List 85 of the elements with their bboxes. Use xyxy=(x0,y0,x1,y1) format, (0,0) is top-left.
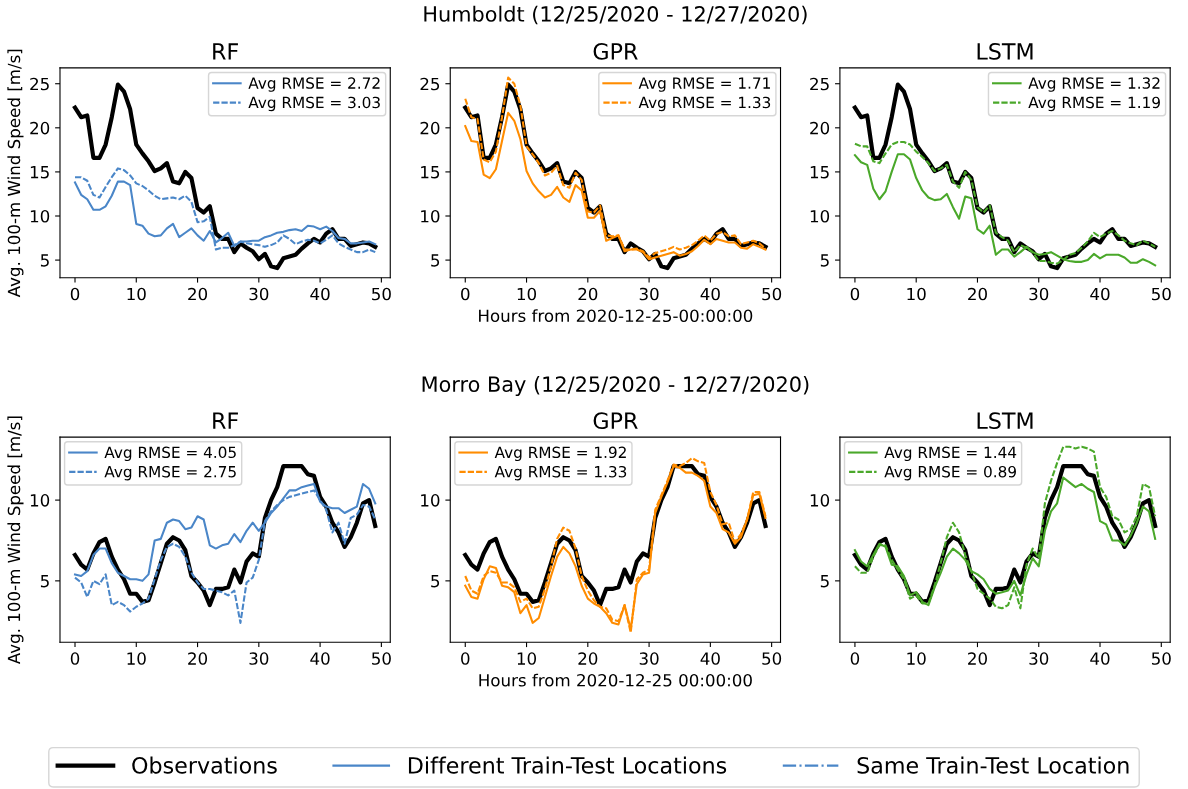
x-tick-label: 50 xyxy=(1151,652,1171,665)
legend-label: Avg RMSE = 1.32 xyxy=(1028,77,1160,92)
chart-title: LSTM xyxy=(977,43,1033,60)
x-tick-label: 20 xyxy=(578,652,598,665)
x-tick-label: 40 xyxy=(1090,287,1110,301)
y-tick-label: 20 xyxy=(30,121,50,135)
chart-title: LSTM xyxy=(977,412,1033,430)
x-tick-label: 30 xyxy=(639,287,659,301)
x-tick-label: 10 xyxy=(907,652,926,665)
x-tick-label: 50 xyxy=(372,287,391,301)
x-tick-label: 40 xyxy=(1090,652,1110,665)
y-tick-label: 5 xyxy=(40,254,49,267)
legend-label: Avg RMSE = 1.44 xyxy=(884,446,1017,462)
x-axis-title: Hours from 2020-12-25-00:00:00 xyxy=(479,309,753,323)
y-tick-label: 5 xyxy=(431,575,440,588)
chart-subtitle: Morro Bay (12/25/2020 - 12/27/2020) xyxy=(422,375,809,397)
x-tick-label: 10 xyxy=(127,287,146,301)
x-tick-label: 30 xyxy=(1029,652,1049,665)
legend-label: Avg RMSE = 2.75 xyxy=(104,465,236,481)
x-tick-label: 20 xyxy=(968,652,987,665)
x-tick-label: 20 xyxy=(188,287,208,301)
legend-label: Avg RMSE = 1.92 xyxy=(494,446,626,462)
legend-label: Avg RMSE = 1.33 xyxy=(494,465,627,481)
x-tick-label: 40 xyxy=(310,652,330,665)
text: Observations xyxy=(132,756,277,774)
y-tick-label: 15 xyxy=(810,166,829,179)
x-tick-label: 40 xyxy=(700,287,720,301)
x-tick-label: 20 xyxy=(968,287,987,301)
text: Same Train-Test Location xyxy=(857,756,1129,774)
chart-title: GPR xyxy=(593,412,638,430)
x-tick-label: 50 xyxy=(762,287,782,301)
legend-label: Avg RMSE = 1.33 xyxy=(638,96,771,112)
y-axis-title: Avg. 100-m Wind Speed [m/s] xyxy=(7,49,24,298)
y-axis-title: Avg. 100-m Wind Speed [m/s] xyxy=(7,416,24,665)
y-tick-label: 10 xyxy=(30,209,50,223)
x-axis-title: Hours from 2020-12-25 00:00:00 xyxy=(479,673,752,687)
y-tick-label: 5 xyxy=(820,575,829,588)
x-tick-label: 30 xyxy=(249,652,269,665)
x-tick-label: 0 xyxy=(461,652,470,665)
y-tick-label: 15 xyxy=(30,166,49,179)
x-tick-label: 0 xyxy=(850,652,860,665)
chart-title: RF xyxy=(213,412,238,429)
legend-label: Avg RMSE = 1.19 xyxy=(1028,96,1160,112)
legend-label: Avg RMSE = 2.72 xyxy=(248,77,380,92)
y-tick-label: 20 xyxy=(810,121,830,135)
x-tick-label: 0 xyxy=(70,287,80,301)
x-tick-label: 10 xyxy=(517,652,537,665)
x-tick-label: 0 xyxy=(70,652,80,665)
y-tick-label: 10 xyxy=(810,209,830,223)
x-tick-label: 40 xyxy=(700,652,720,665)
x-tick-label: 30 xyxy=(639,652,659,665)
x-tick-label: 10 xyxy=(517,287,537,301)
y-tick-label: 15 xyxy=(421,166,440,179)
x-tick-label: 50 xyxy=(1151,287,1171,301)
y-tick-label: 10 xyxy=(30,494,50,507)
text: Different Train-Test Locations xyxy=(408,756,727,774)
x-tick-label: 10 xyxy=(127,652,146,665)
x-tick-label: 30 xyxy=(1029,287,1049,301)
y-tick-label: 5 xyxy=(820,254,829,267)
chart-subtitle: Humboldt (12/25/2020 - 12/27/2020) xyxy=(424,5,807,25)
x-tick-label: 50 xyxy=(762,652,782,665)
legend-label: Avg RMSE = 1.71 xyxy=(638,77,770,92)
x-tick-label: 0 xyxy=(850,287,860,301)
x-tick-label: 20 xyxy=(188,652,208,665)
x-tick-label: 30 xyxy=(249,287,269,301)
y-tick-label: 10 xyxy=(421,494,440,507)
y-tick-label: 25 xyxy=(810,77,829,91)
x-tick-label: 0 xyxy=(461,287,470,301)
x-tick-label: 10 xyxy=(907,287,926,301)
chart-title: RF xyxy=(213,43,238,60)
chart-title: GPR xyxy=(593,43,638,60)
y-tick-label: 5 xyxy=(40,575,49,588)
y-tick-label: 25 xyxy=(30,77,49,91)
legend-label: Avg RMSE = 3.03 xyxy=(248,96,380,112)
y-tick-label: 10 xyxy=(810,494,830,507)
line-series xyxy=(73,167,377,254)
legend-label: Avg RMSE = 4.05 xyxy=(104,446,236,462)
y-tick-label: 20 xyxy=(420,121,440,135)
y-tick-label: 5 xyxy=(431,254,440,267)
x-tick-label: 20 xyxy=(578,287,598,301)
y-tick-label: 25 xyxy=(420,77,440,91)
x-tick-label: 50 xyxy=(372,652,391,665)
legend-label: Avg RMSE = 0.89 xyxy=(884,465,1016,481)
x-tick-label: 40 xyxy=(310,287,330,301)
y-tick-label: 10 xyxy=(421,209,440,223)
